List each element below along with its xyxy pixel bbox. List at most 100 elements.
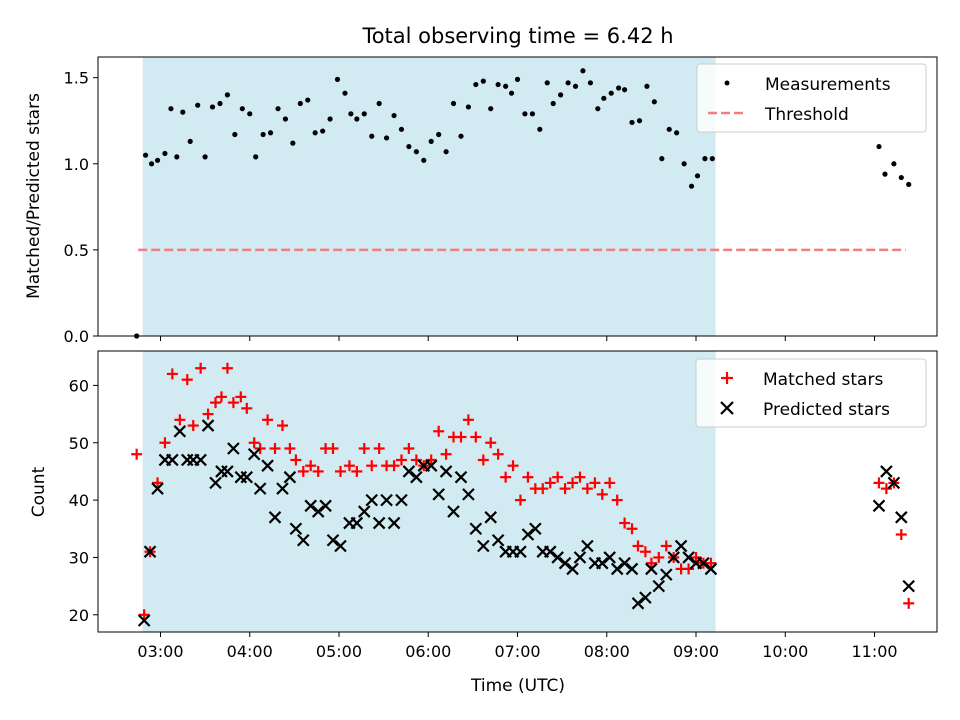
bottom-shaded-span	[142, 351, 716, 632]
bottom-x-ticks: 03:00 04:00 05:00 06:00 07:00 08:00 09:00 10:00…	[137, 632, 898, 661]
legend-measurements-marker	[724, 80, 730, 86]
measurement-point	[659, 156, 665, 162]
measurement-point	[601, 95, 607, 101]
predicted-star-point	[558, 556, 572, 570]
bottom-legend: Matched stars Predicted stars	[695, 358, 927, 428]
y-tick-label: 1.5	[64, 69, 89, 88]
measurement-point	[413, 149, 419, 155]
x-tick-label: 08:00	[584, 642, 630, 661]
matched-star-point	[537, 483, 549, 495]
predicted-star-point	[581, 539, 594, 553]
predicted-star-point	[357, 505, 371, 518]
measurement-point	[580, 68, 586, 74]
matched-star-point	[290, 454, 302, 466]
matched-star-point	[514, 494, 526, 506]
measurement-point	[674, 130, 680, 136]
legend-threshold-label: Threshold	[764, 105, 849, 125]
predicted-star-point	[491, 533, 505, 547]
top-y-ticks: 0.0 0.5 1.0 1.5	[64, 69, 98, 346]
matched-star-point	[284, 442, 296, 454]
measurement-point	[495, 81, 501, 88]
predicted-star-point	[872, 499, 886, 513]
predicted-star-point	[297, 533, 310, 547]
y-tick-label: 30	[69, 548, 89, 567]
matched-star-point	[358, 442, 370, 454]
matched-star-point	[202, 408, 214, 420]
measurement-point	[217, 100, 223, 107]
predicted-star-point	[674, 539, 688, 553]
measurement-point	[320, 128, 326, 134]
predicted-star-point	[660, 568, 673, 581]
measurement-point	[398, 126, 405, 132]
matched-star-point	[653, 551, 665, 563]
matched-star-point	[477, 454, 489, 466]
predicted-star-point	[566, 562, 579, 576]
predicted-star-point	[529, 522, 542, 536]
matched-star-point	[276, 420, 288, 432]
predicted-star-point	[887, 476, 901, 490]
predicted-star-point	[631, 597, 645, 610]
top-y-axis-label: Matched/Predicted stars	[24, 93, 44, 299]
matched-star-point	[195, 362, 207, 374]
measurement-point	[595, 106, 601, 112]
top-legend-box	[696, 63, 927, 133]
matched-star-point	[410, 454, 422, 466]
predicted-star-point	[410, 470, 423, 484]
matched-star-point	[596, 488, 608, 500]
measurement-point	[148, 161, 155, 167]
predicted-star-point	[618, 556, 631, 570]
measurement-point	[514, 76, 521, 82]
predicted-star-point	[334, 539, 347, 553]
matched-star-point	[873, 477, 885, 489]
bottom-legend-box	[695, 358, 927, 428]
measurement-point	[537, 126, 543, 132]
measurement-point	[168, 106, 174, 112]
matched-star-point	[235, 391, 247, 403]
measurement-point	[473, 81, 479, 88]
matched-star-point	[470, 431, 482, 443]
predicted-star-point	[469, 522, 483, 536]
top-shaded-span	[142, 57, 716, 336]
predicted-star-point	[247, 447, 261, 461]
matched-star-point	[241, 402, 253, 414]
measurement-point	[348, 111, 354, 117]
measurement-point	[629, 119, 635, 126]
matched-star-point	[626, 523, 638, 535]
predicted-star-point	[283, 470, 297, 484]
measurement-point	[616, 85, 622, 91]
measurement-point	[209, 104, 216, 110]
measurement-point	[305, 97, 311, 103]
measurement-point	[644, 83, 650, 89]
matched-star-point	[248, 437, 260, 449]
predicted-star-point	[902, 579, 915, 593]
predicted-star-point	[365, 493, 379, 507]
matched-star-point	[254, 442, 266, 454]
matched-star-point	[645, 557, 657, 569]
matched-star-point	[705, 557, 717, 569]
measurement-point	[508, 90, 515, 96]
measurement-point	[369, 133, 375, 139]
measurement-point	[608, 90, 614, 96]
predicted-star-point	[880, 465, 893, 478]
predicted-star-point	[462, 488, 475, 501]
y-tick-label: 0.5	[64, 241, 89, 260]
predicted-star-point	[173, 425, 187, 438]
predicted-star-point	[704, 562, 718, 576]
matched-star-point	[880, 483, 892, 495]
matched-star-point	[221, 362, 233, 374]
predicted-star-point	[151, 482, 164, 495]
matched-star-point	[500, 471, 512, 483]
matched-star-point	[639, 546, 651, 558]
predicted-star-point	[372, 516, 386, 530]
y-tick-label: 50	[69, 434, 89, 453]
predicted-star-point	[454, 470, 468, 484]
y-tick-label: 60	[69, 376, 89, 395]
measurement-point	[334, 76, 341, 82]
measurement-point	[587, 80, 594, 86]
measurement-point	[187, 138, 193, 144]
matched-star-point	[567, 477, 579, 489]
predicted-star-point	[240, 470, 254, 484]
predicted-star-point	[424, 459, 438, 472]
predicted-star-point	[432, 488, 445, 501]
measurement-point	[174, 154, 180, 160]
